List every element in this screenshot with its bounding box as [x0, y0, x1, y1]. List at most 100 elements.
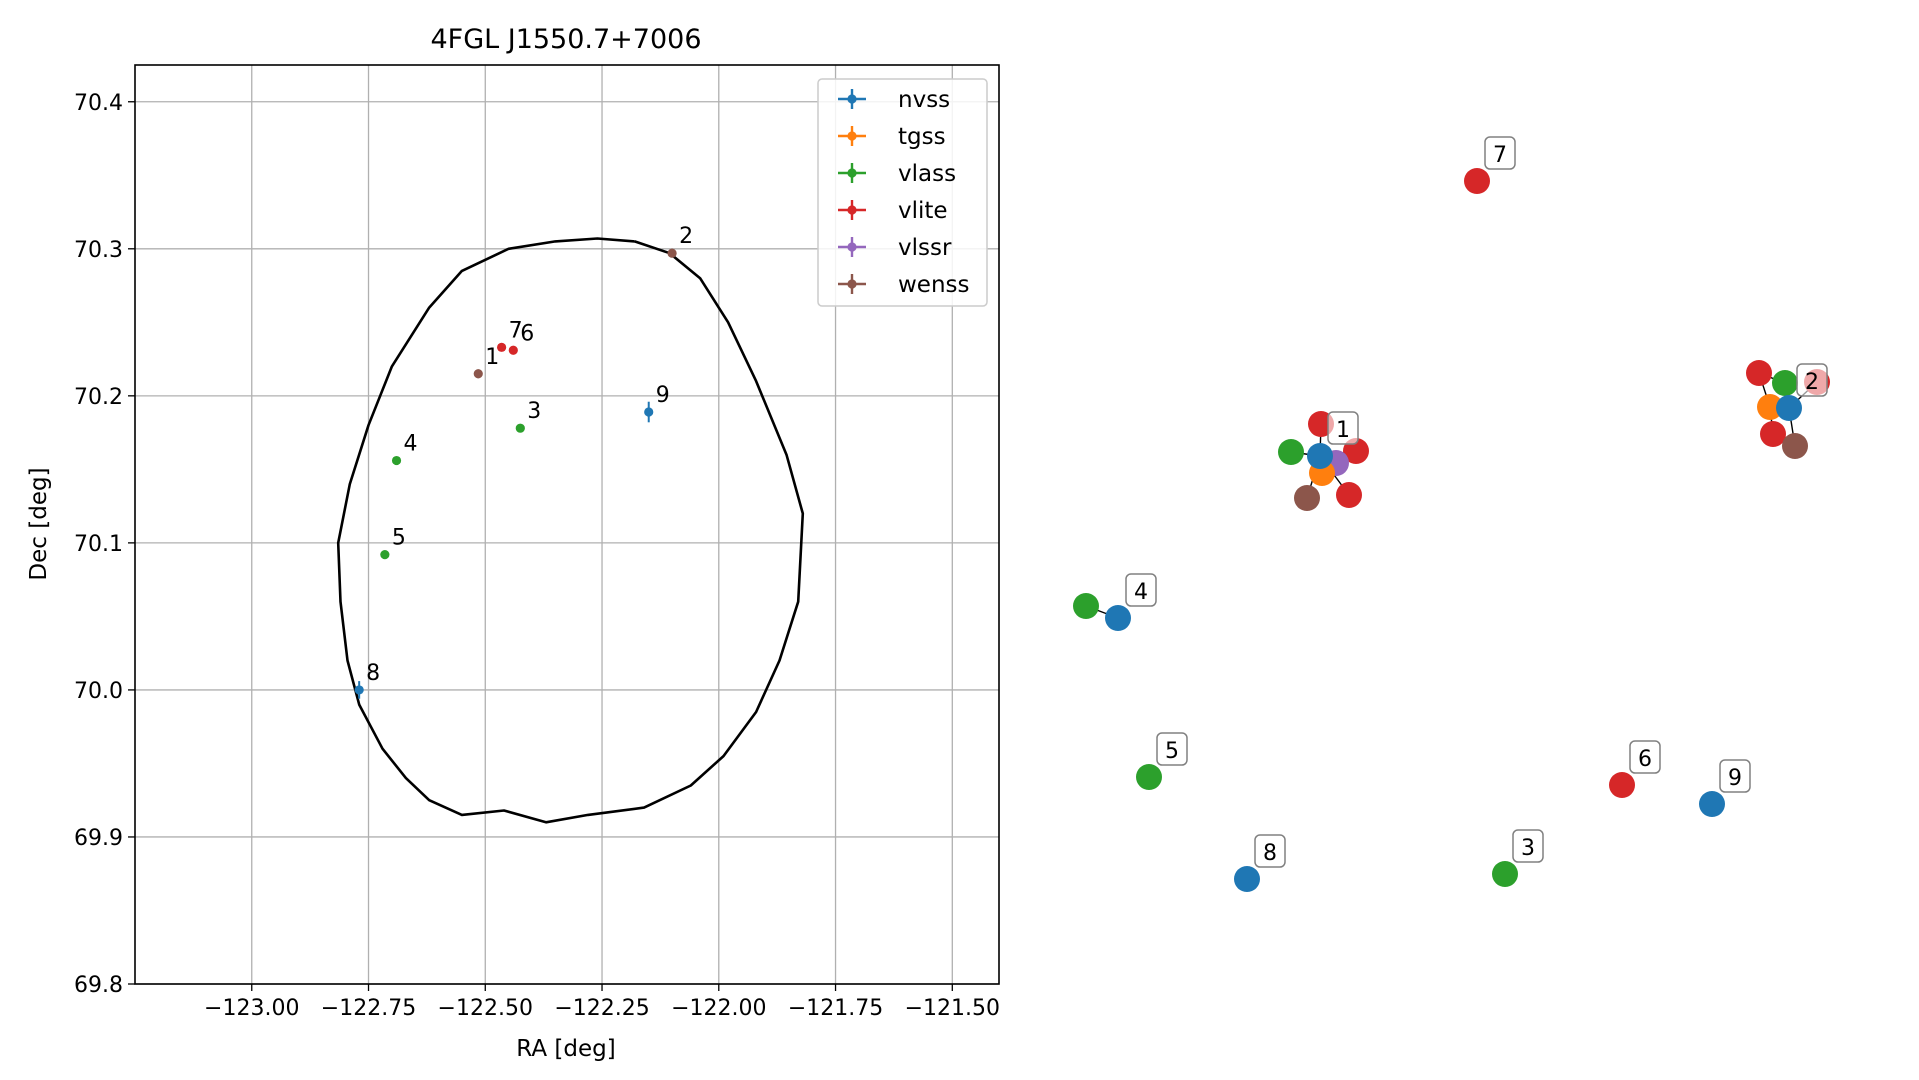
node-marker: [1609, 772, 1635, 798]
node-marker: [1307, 443, 1333, 469]
chart-title: 4FGL J1550.7+7006: [430, 24, 701, 55]
node-marker: [1746, 360, 1772, 386]
marker: [391, 455, 402, 466]
node-label: 3: [1521, 836, 1535, 861]
node-label: 8: [1263, 841, 1277, 866]
graph-node-vlite: [1336, 482, 1362, 508]
legend-marker: [847, 94, 857, 104]
data-points: 8 9 3 4 5 761 2: [354, 224, 693, 699]
x-tick-label: −123.00: [204, 996, 299, 1021]
graph-node-vlite: 6: [1609, 740, 1661, 798]
node-label: 4: [1134, 580, 1148, 605]
y-tick-label: 69.8: [74, 973, 123, 998]
node-marker: [1782, 433, 1808, 459]
legend-marker: [847, 205, 857, 215]
graph-node-nvss: 4: [1105, 573, 1157, 631]
node-marker: [1492, 861, 1518, 887]
legend-marker: [847, 242, 857, 252]
marker: [515, 423, 525, 433]
point-label: 2: [679, 224, 693, 249]
legend-label: nvss: [898, 87, 950, 113]
marker: [497, 342, 507, 352]
legend-label: vlssr: [898, 235, 952, 261]
point-label: 6: [520, 321, 534, 346]
legend-marker: [847, 168, 857, 178]
legend-marker: [847, 279, 857, 289]
graph-node-nvss: 8: [1234, 834, 1286, 892]
marker: [380, 550, 390, 560]
point-nvss: 9: [644, 383, 670, 423]
node-label: 5: [1165, 739, 1179, 764]
y-tick-label: 70.0: [74, 679, 123, 704]
error-ellipse-path: [336, 237, 805, 824]
x-tick-label: −122.50: [438, 996, 533, 1021]
y-tick-label: 70.3: [74, 238, 123, 263]
point-label: 8: [366, 661, 380, 686]
node-marker: [1699, 791, 1725, 817]
point-wenss: 1: [473, 345, 499, 379]
legend-label: vlass: [898, 161, 956, 187]
node-marker: [1073, 593, 1099, 619]
point-vlite: 7: [497, 318, 523, 352]
marker: [644, 407, 654, 417]
x-tick-label: −122.25: [554, 996, 649, 1021]
node-marker: [1757, 394, 1783, 420]
graph-node-vlite: [1746, 360, 1772, 386]
legend-item-nvss: nvss: [838, 87, 950, 113]
point-label: 3: [527, 399, 541, 424]
graph-node-vlass: 3: [1492, 829, 1544, 887]
y-tick-label: 70.4: [74, 91, 123, 116]
point-vlass: 3: [515, 399, 541, 433]
legend: nvss tgss vlass vlite vlssr wenss: [817, 78, 988, 307]
node-label: 1: [1336, 418, 1350, 443]
legend-item-wenss: wenss: [838, 272, 970, 298]
legend-item-vlite: vlite: [838, 198, 948, 224]
point-nvss: 8: [354, 661, 380, 699]
point-label: 4: [404, 432, 418, 457]
node-marker: [1464, 168, 1490, 194]
graph-nodes: 7 2 1 4 5 6 9 8 3: [1073, 136, 1830, 892]
point-vlass: 5: [380, 526, 406, 560]
graph-node-wenss: [1782, 433, 1808, 459]
graph-node-nvss: 1: [1307, 411, 1359, 469]
node-label-box: [1125, 573, 1157, 607]
marker: [667, 248, 677, 258]
graph-node-vlass: [1772, 370, 1798, 396]
x-tick-label: −121.50: [905, 996, 1000, 1021]
legend-label: tgss: [898, 124, 946, 150]
x-tick-label: −122.00: [671, 996, 766, 1021]
graph-node-vlass: 5: [1136, 732, 1188, 790]
graph-node-vlass: [1073, 593, 1099, 619]
node-label-box: [1156, 732, 1188, 766]
point-label: 7: [509, 318, 523, 343]
node-marker: [1234, 866, 1260, 892]
point-vlass: 4: [391, 432, 418, 466]
legend-item-vlass: vlass: [838, 161, 956, 187]
node-label: 7: [1493, 143, 1507, 168]
graph-node-nvss: 9: [1699, 759, 1751, 817]
node-marker: [1278, 439, 1304, 465]
y-tick-label: 70.1: [74, 532, 123, 557]
node-marker: [1136, 764, 1162, 790]
marker: [473, 369, 483, 379]
point-label: 1: [485, 345, 499, 370]
marker: [354, 685, 364, 695]
error-ellipse: [336, 237, 805, 824]
node-label-box: [1629, 740, 1661, 774]
x-axis-label: RA [deg]: [516, 1036, 615, 1062]
node-label-box: [1254, 834, 1286, 868]
point-wenss: 2: [667, 224, 693, 258]
node-marker: [1105, 605, 1131, 631]
graph-node-wenss: [1294, 485, 1320, 511]
marker: [508, 345, 518, 355]
legend-label: vlite: [898, 198, 948, 224]
point-vlite: 6: [508, 321, 534, 355]
node-marker: [1776, 395, 1802, 421]
graph-node-vlass: [1278, 439, 1304, 465]
point-label: 5: [392, 526, 406, 551]
node-marker: [1336, 482, 1362, 508]
plot-frame: [134, 64, 1000, 985]
y-tick-label: 70.2: [74, 385, 123, 410]
y-axis-label: Dec [deg]: [26, 467, 52, 580]
